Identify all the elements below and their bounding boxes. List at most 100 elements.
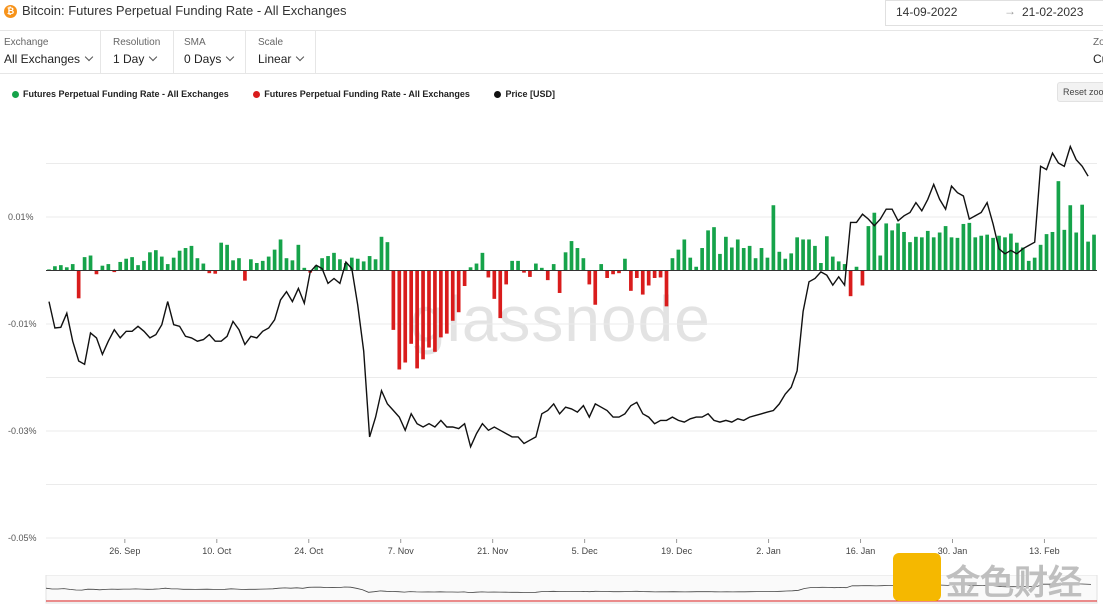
funding-bar-positive bbox=[985, 234, 989, 271]
x-tick-label: 7. Nov bbox=[388, 546, 415, 556]
funding-bar-positive bbox=[854, 266, 859, 271]
funding-bar-positive bbox=[349, 257, 354, 271]
funding-bar-positive bbox=[1020, 247, 1025, 271]
date-range-picker[interactable]: 14-09-2022 → 21-02-2023 bbox=[885, 0, 1103, 26]
funding-bar-positive bbox=[468, 267, 473, 271]
funding-bar-positive bbox=[908, 242, 912, 271]
date-to[interactable]: 21-02-2023 bbox=[1022, 5, 1084, 19]
funding-bar-negative bbox=[848, 270, 853, 297]
funding-rate-chart[interactable]: 0.01% -0.01% -0.03% -0.05% 26. Sep 10. Oct 24.… bbox=[0, 100, 1103, 575]
scale-select[interactable]: Scale Linear bbox=[254, 31, 316, 73]
resolution-select[interactable]: Resolution 1 Day bbox=[109, 31, 174, 73]
funding-bar-positive bbox=[1086, 241, 1090, 271]
funding-bar-negative bbox=[629, 270, 633, 291]
page-title: Bitcoin: Futures Perpetual Funding Rate … bbox=[22, 3, 347, 18]
funding-bar-positive bbox=[866, 226, 871, 271]
funding-bar-positive bbox=[813, 245, 817, 271]
legend-item-price[interactable]: Price [USD] bbox=[494, 89, 555, 99]
legend-dot bbox=[253, 91, 261, 99]
chevron-down-icon bbox=[296, 52, 305, 62]
funding-bar-positive bbox=[302, 267, 307, 271]
funding-bar-negative bbox=[634, 270, 639, 278]
date-from[interactable]: 14-09-2022 bbox=[896, 5, 958, 19]
bitcoin-icon: ₿ bbox=[4, 5, 17, 18]
funding-bar-negative bbox=[397, 270, 402, 370]
funding-bar-positive bbox=[148, 252, 152, 271]
funding-bar-negative bbox=[528, 270, 532, 277]
funding-bar-positive bbox=[771, 205, 776, 271]
funding-bar-positive bbox=[296, 244, 301, 271]
funding-bar-positive bbox=[931, 237, 936, 271]
legend-label: Futures Perpetual Funding Rate - All Exc… bbox=[264, 89, 470, 99]
funding-bar-positive bbox=[1056, 181, 1061, 271]
zoom-select[interactable]: Cu bbox=[1093, 52, 1103, 66]
funding-bar-positive bbox=[183, 248, 188, 271]
funding-bar-positive bbox=[1014, 242, 1019, 271]
funding-bar-negative bbox=[403, 270, 408, 363]
funding-bar-positive bbox=[599, 264, 604, 271]
funding-bar-positive bbox=[979, 235, 984, 271]
x-tick-label: 13. Feb bbox=[1029, 546, 1060, 556]
funding-bar-positive bbox=[106, 264, 111, 271]
funding-bar-positive bbox=[623, 258, 627, 271]
funding-bar-negative bbox=[522, 270, 526, 273]
funding-bar-positive bbox=[534, 263, 538, 271]
funding-bar-positive bbox=[314, 265, 319, 271]
chevron-down-icon bbox=[149, 52, 158, 62]
funding-bar-negative bbox=[652, 270, 657, 278]
exchange-select[interactable]: Exchange All Exchanges bbox=[0, 31, 101, 73]
funding-bar-negative bbox=[611, 270, 615, 275]
legend-item-funding-negative[interactable]: Futures Perpetual Funding Rate - All Exc… bbox=[253, 89, 470, 99]
funding-bar-positive bbox=[373, 259, 378, 271]
funding-bar-negative bbox=[94, 270, 99, 275]
funding-bar-positive bbox=[967, 222, 972, 271]
funding-bar-positive bbox=[789, 253, 794, 271]
funding-bar-negative bbox=[427, 270, 431, 348]
funding-bar-positive bbox=[581, 258, 586, 271]
funding-bar-positive bbox=[254, 263, 259, 271]
funding-bar-positive bbox=[344, 263, 348, 271]
funding-bar-positive bbox=[201, 263, 206, 271]
reset-zoom-button[interactable]: Reset zoo bbox=[1057, 82, 1103, 102]
legend-item-funding-positive[interactable]: Futures Perpetual Funding Rate - All Exc… bbox=[12, 89, 229, 99]
sma-select[interactable]: SMA 0 Days bbox=[180, 31, 246, 73]
y-tick-label: -0.01% bbox=[8, 319, 37, 329]
funding-bar-positive bbox=[759, 248, 764, 271]
funding-bar-negative bbox=[409, 270, 414, 344]
funding-bar-positive bbox=[320, 258, 324, 271]
funding-bar-positive bbox=[872, 212, 877, 271]
funding-bar-positive bbox=[919, 237, 924, 271]
funding-bar-positive bbox=[955, 237, 960, 271]
funding-bar-positive bbox=[807, 239, 811, 271]
funding-bar-positive bbox=[830, 256, 835, 271]
funding-bar-negative bbox=[456, 270, 461, 313]
funding-bar-positive bbox=[896, 223, 900, 271]
funding-bar-positive bbox=[516, 260, 520, 271]
funding-bar-positive bbox=[59, 265, 63, 271]
arrow-right-icon: → bbox=[1004, 4, 1016, 18]
funding-bar-positive bbox=[1026, 260, 1031, 271]
funding-bar-negative bbox=[243, 270, 247, 281]
funding-bar-positive bbox=[765, 257, 770, 271]
x-tick-label: 2. Jan bbox=[756, 546, 781, 556]
funding-bar-negative bbox=[646, 270, 651, 286]
funding-bar-positive bbox=[801, 239, 805, 271]
funding-bar-positive bbox=[290, 260, 295, 271]
funding-bar-negative bbox=[444, 270, 449, 334]
funding-bar-positive bbox=[219, 242, 224, 271]
funding-bar-positive bbox=[326, 256, 330, 271]
funding-bar-positive bbox=[480, 252, 485, 271]
funding-bar-negative bbox=[498, 270, 503, 319]
funding-bar-positive bbox=[575, 248, 580, 271]
funding-bar-positive bbox=[1080, 204, 1084, 271]
funding-bar-negative bbox=[391, 270, 396, 330]
funding-bar-positive bbox=[171, 257, 176, 271]
funding-bar-negative bbox=[439, 270, 443, 338]
funding-bar-positive bbox=[777, 251, 782, 271]
funding-bar-positive bbox=[130, 257, 134, 271]
funding-bar-positive bbox=[249, 259, 253, 271]
funding-bar-positive bbox=[991, 237, 995, 271]
funding-bar-positive bbox=[53, 266, 57, 271]
sma-value: 0 Days bbox=[184, 52, 222, 66]
funding-bar-positive bbox=[260, 260, 265, 271]
